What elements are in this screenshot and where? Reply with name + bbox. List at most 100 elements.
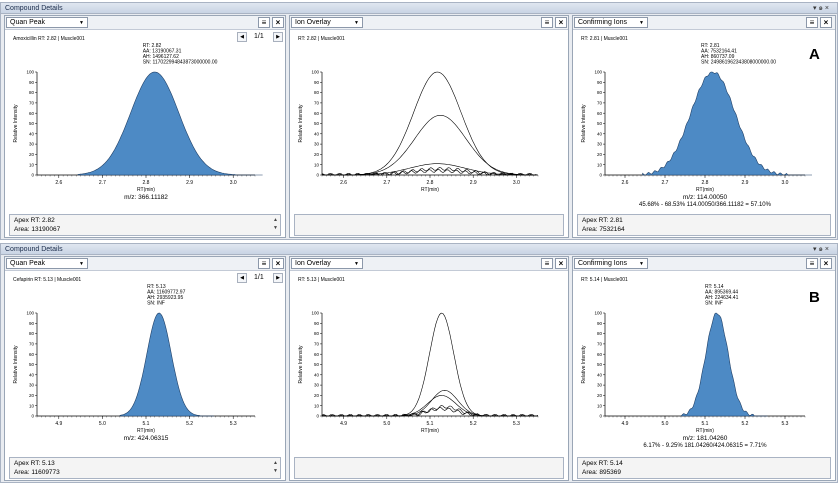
y-tick-label: 30 [597, 383, 603, 388]
y-tick-label: 100 [26, 70, 34, 75]
scroll-arrows-icon[interactable]: ▲ ▼ [273, 217, 278, 231]
quan-peak-dropdown[interactable]: Quan Peak ▼ [6, 17, 88, 28]
quan-peak-dropdown[interactable]: Quan Peak ▼ [6, 258, 88, 269]
apex-rt: Apex RT: 2.81 [582, 217, 623, 224]
section-titlebar[interactable]: Compound Details ▾ ๑ × [1, 3, 837, 14]
ion-trace-line [321, 405, 538, 417]
plot-header: Amoxicillin RT: 2.82 | Muscle001 [13, 36, 85, 42]
y-tick-label: 50 [29, 362, 35, 367]
section-titlebar[interactable]: Compound Details ▾ ๑ × [1, 244, 837, 255]
x-tick-label: 4.9 [622, 421, 629, 427]
next-page-button[interactable]: ▶ [273, 273, 283, 283]
y-axis-label: Relative Intensity [298, 345, 304, 384]
ion-overlay-chart[interactable]: 0 10 20 30 40 50 60 70 80 90 100 2.6 2.7 2.8 2.9 3.0 Rel… [290, 42, 568, 214]
y-tick-label: 20 [314, 393, 320, 398]
y-tick-label: 0 [316, 173, 319, 178]
prev-page-button[interactable]: ◀ [237, 273, 247, 283]
close-button[interactable]: × [272, 17, 284, 28]
ion-trace-line [322, 71, 537, 176]
confirming-ions-dropdown[interactable]: Confirming Ions ▼ [574, 17, 648, 28]
pane-toolbar: Ion Overlay ▼ ≡ × [290, 16, 568, 30]
close-button[interactable]: × [820, 17, 832, 28]
confirming-ions-dropdown[interactable]: Confirming Ions ▼ [574, 258, 648, 269]
window-controls[interactable]: ▾ ๑ × [813, 246, 829, 253]
plot-header: RT: 5.14 | Muscle001 [581, 277, 628, 283]
y-tick-label: 80 [597, 331, 603, 336]
y-tick-label: 0 [599, 173, 602, 178]
prev-page-button[interactable]: ◀ [237, 32, 247, 42]
peak-area-fill [642, 71, 789, 176]
apex-rt: Apex RT: 2.82 [14, 217, 55, 224]
apex-rt: Apex RT: 5.14 [582, 460, 623, 467]
x-tick-label: 4.9 [340, 421, 347, 427]
filter-button[interactable]: ≡ [541, 17, 553, 28]
filter-button[interactable]: ≡ [258, 258, 270, 269]
x-tick-label: 2.9 [470, 180, 477, 186]
y-axis-label: Relative Intensity [581, 104, 587, 143]
y-tick-label: 60 [314, 352, 320, 357]
x-tick-label: 2.9 [186, 180, 193, 186]
filter-button[interactable]: ≡ [258, 17, 270, 28]
ion-overlay-chart[interactable]: 0 10 20 30 40 50 60 70 80 90 100 4.9 5.0 5.1 5.2 5.3 Rel… [290, 283, 568, 455]
chevron-down-icon: ▼ [639, 20, 644, 26]
filter-button[interactable]: ≡ [806, 258, 818, 269]
close-button[interactable]: × [555, 17, 567, 28]
y-tick-label: 70 [597, 342, 603, 347]
plot-header: RT: 2.81 | Muscle001 [581, 36, 628, 42]
y-tick-label: 70 [29, 342, 35, 347]
ion-trace-line [321, 169, 537, 176]
peak-annotation: SN: INF [705, 301, 723, 307]
window-controls[interactable]: ▾ ๑ × [813, 5, 829, 12]
y-tick-label: 20 [314, 152, 320, 157]
scroll-arrows-icon[interactable]: ▲ ▼ [273, 460, 278, 474]
peak-annotation: RT: 5.13 [147, 284, 166, 290]
y-tick-label: 50 [314, 362, 320, 367]
x-axis-label: RT(min) [696, 187, 714, 193]
quan-peak-pane: Quan Peak ▼ ≡ × ◀ 1/1 ▶ Amoxicillin RT: … [4, 15, 286, 238]
chevron-down-icon: ▼ [639, 261, 644, 267]
pane-toolbar: Quan Peak ▼ ≡ × [5, 257, 285, 271]
x-tick-label: 5.3 [230, 421, 237, 427]
x-tick-label: 5.2 [470, 421, 477, 427]
x-tick-label: 5.2 [186, 421, 193, 427]
x-tick-label: 2.6 [55, 180, 62, 186]
x-tick-label: 2.6 [622, 180, 629, 186]
y-tick-label: 60 [314, 111, 320, 116]
y-tick-label: 10 [314, 403, 320, 408]
ion-overlay-dropdown[interactable]: Ion Overlay ▼ [291, 258, 363, 269]
x-axis-label: RT(min) [421, 428, 439, 434]
close-button[interactable]: × [555, 258, 567, 269]
next-page-button[interactable]: ▶ [273, 32, 283, 42]
peak-area: Area: 895369 [582, 469, 622, 476]
y-tick-label: 80 [29, 90, 35, 95]
y-tick-label: 70 [314, 342, 320, 347]
peak-annotation: AH: 2935923.95 [147, 295, 183, 301]
mz-label: m/z: 366.11182 [124, 194, 168, 201]
y-tick-label: 30 [314, 142, 320, 147]
y-tick-label: 80 [314, 90, 320, 95]
quan-peak-pane: Quan Peak ▼ ≡ × ◀ 1/1 ▶ Cefapirin RT: 5.… [4, 256, 286, 481]
y-tick-label: 20 [597, 152, 603, 157]
close-button[interactable]: × [820, 258, 832, 269]
x-tick-label: 5.0 [662, 421, 669, 427]
y-tick-label: 80 [29, 331, 35, 336]
ion-trace-line [322, 389, 538, 417]
filter-button[interactable]: ≡ [806, 17, 818, 28]
x-axis-label: RT(min) [137, 428, 155, 434]
close-button[interactable]: × [272, 258, 284, 269]
x-tick-label: 2.8 [702, 180, 709, 186]
peak-area: Area: 7532164 [582, 226, 625, 233]
pane-toolbar: Ion Overlay ▼ ≡ × [290, 257, 568, 271]
y-tick-label: 10 [29, 162, 35, 167]
ion-overlay-dropdown[interactable]: Ion Overlay ▼ [291, 17, 363, 28]
peak-info-box: Apex RT: 5.14 Area: 895369 [577, 457, 831, 479]
peak-annotation: AA: 11609772.97 [147, 290, 185, 296]
y-tick-label: 80 [597, 90, 603, 95]
peak-annotation: RT: 2.82 [143, 43, 162, 49]
y-tick-label: 100 [594, 70, 602, 75]
filter-button[interactable]: ≡ [541, 258, 553, 269]
